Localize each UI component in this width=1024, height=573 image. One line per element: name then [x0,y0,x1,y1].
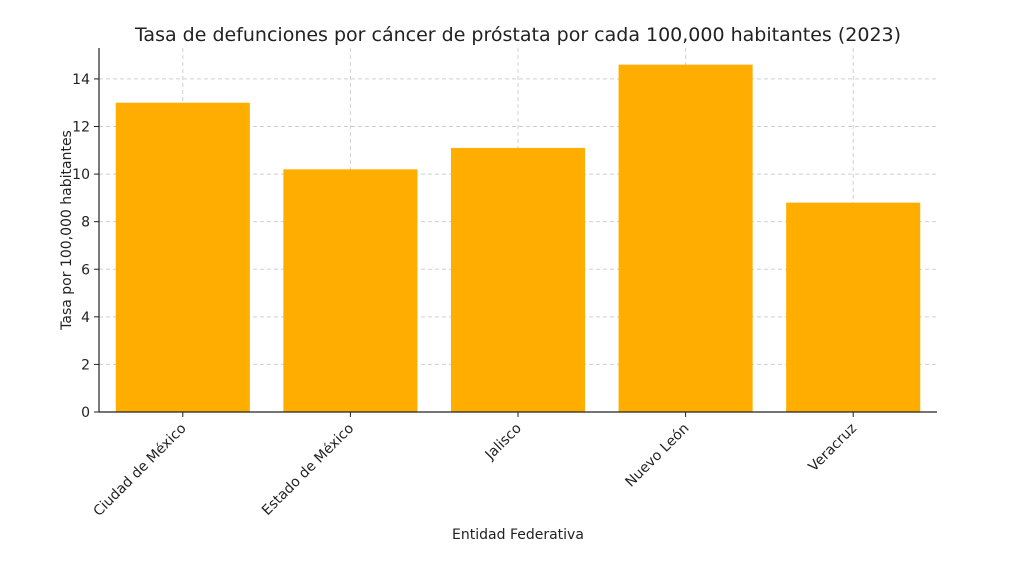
x-tick-label: Estado de México [259,421,357,519]
x-tick-label: Veracruz [805,421,860,476]
y-ticks: 0 2 4 6 8 10 12 14 [72,72,99,421]
bar [115,102,250,412]
x-ticks: Ciudad de México Estado de México Jalisco N… [91,412,860,520]
bar [450,147,586,412]
chart-title: Tasa de defunciones por cáncer de prósta… [134,24,901,46]
x-tick-label: Ciudad de México [91,421,190,520]
x-tick-label: Jalisco [482,421,525,464]
bar [283,169,418,412]
bars [115,64,921,412]
y-tick-label: 8 [81,215,90,231]
x-axis-label: Entidad Federativa [452,527,584,543]
y-tick-label: 14 [72,72,90,88]
y-axis-label: Tasa por 100,000 habitantes [59,130,75,331]
x-tick-label: Nuevo León [623,421,693,491]
bar [618,64,753,412]
y-tick-label: 0 [81,405,90,421]
y-tick-label: 6 [81,262,90,278]
y-tick-label: 4 [81,310,90,326]
y-tick-label: 12 [72,120,90,136]
y-tick-label: 2 [81,357,90,373]
y-tick-label: 10 [72,167,90,183]
bar [786,202,921,412]
